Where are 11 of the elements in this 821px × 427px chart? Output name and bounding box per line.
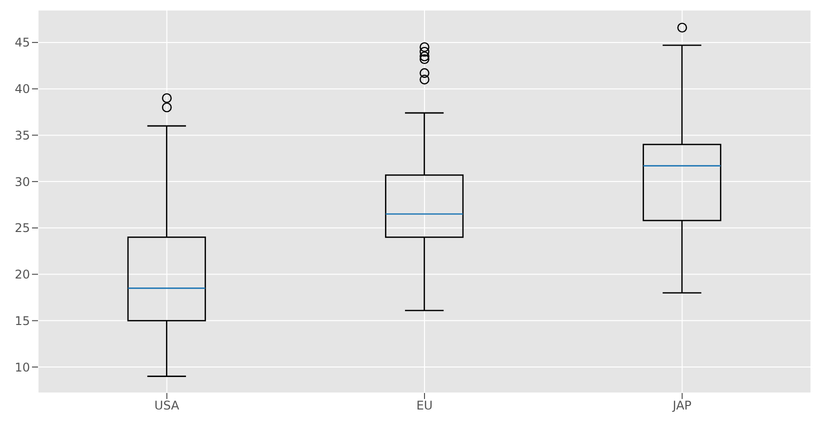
- y-tick-label: 35: [14, 128, 30, 142]
- x-tick-label: JAP: [672, 398, 692, 413]
- x-tick-label: USA: [154, 398, 180, 413]
- x-tick-label: EU: [416, 398, 433, 413]
- y-tick-label: 30: [14, 174, 30, 189]
- y-tick-label: 40: [14, 82, 30, 96]
- y-tick-label: 45: [14, 36, 30, 50]
- y-tick-label: 20: [14, 268, 30, 282]
- y-tick-label: 25: [14, 221, 30, 236]
- y-tick-label: 10: [14, 360, 30, 374]
- y-tick-label: 15: [14, 314, 30, 328]
